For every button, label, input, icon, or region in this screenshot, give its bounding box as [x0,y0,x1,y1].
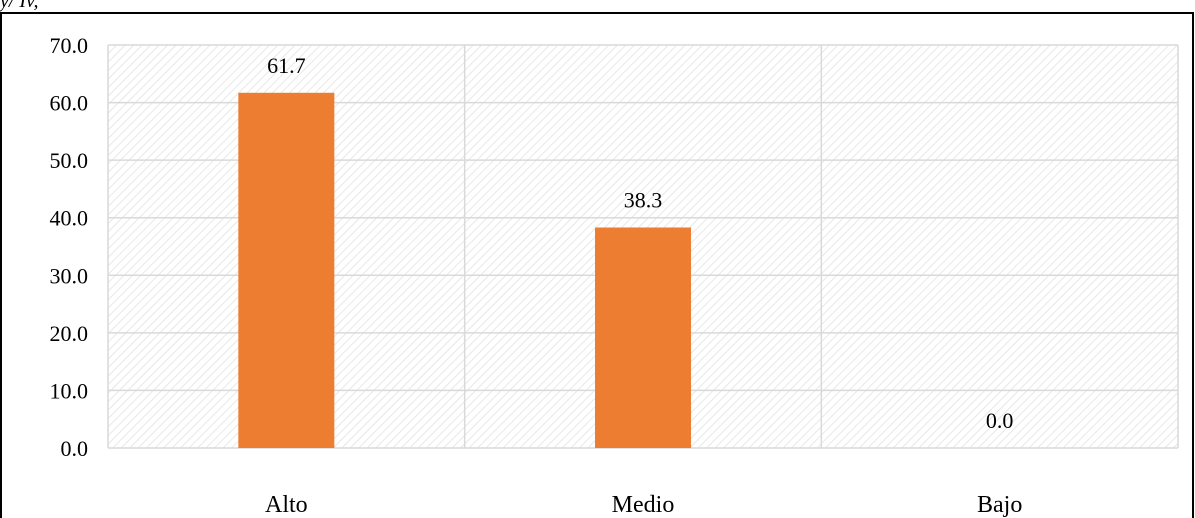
category-label: Alto [265,492,308,518]
bar-alto [238,92,335,448]
data-label: 61.7 [267,53,306,78]
y-tick-label: 70.0 [50,33,89,58]
y-tick-label: 60.0 [50,91,89,116]
data-labels: 61.7 38.3 0.0 [267,53,1013,433]
y-tick-label: 10.0 [50,378,89,403]
y-axis-ticks: 0.0 10.0 20.0 30.0 40.0 50.0 60.0 70.0 [50,33,89,461]
header-fragment: y/ Iv, [0,0,39,12]
x-axis-labels: Alto Medio Bajo [265,492,1022,518]
data-label: 38.3 [624,188,663,213]
data-label: 0.0 [986,408,1014,433]
y-tick-label: 20.0 [50,321,89,346]
y-tick-label: 40.0 [50,206,89,231]
y-tick-label: 0.0 [61,436,89,461]
category-label: Medio [612,492,675,518]
bar-layer [238,92,691,448]
bar-medio [595,227,691,448]
chart-border [0,12,1194,518]
y-tick-label: 50.0 [50,148,89,173]
category-label: Bajo [977,492,1022,518]
y-tick-label: 30.0 [50,263,89,288]
